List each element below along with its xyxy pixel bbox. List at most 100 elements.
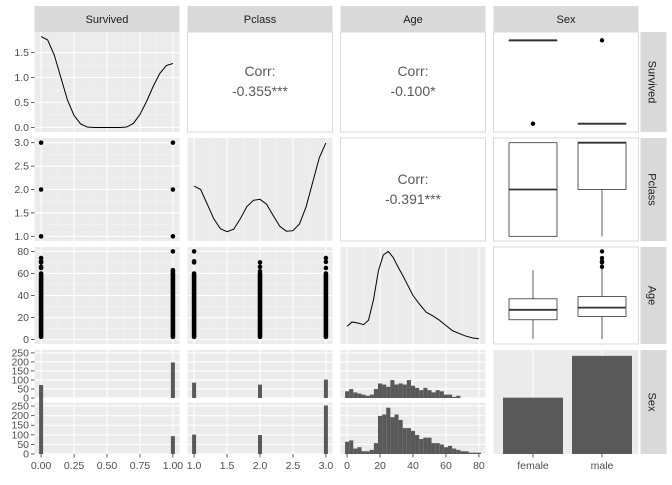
age-hist-male-bar <box>431 443 436 454</box>
x-survived-tick-label: 1.00 <box>163 460 184 472</box>
strip-row-label-pclass: Pclass <box>646 173 658 206</box>
age-hist-male-bar <box>476 452 481 454</box>
strip-label-sex: Sex <box>557 14 576 26</box>
scatter-age-survived-dense-column <box>38 271 44 340</box>
age-hist-female-bar <box>435 390 440 398</box>
scatter-point-age-survived <box>38 265 44 271</box>
age-hist-male-bar <box>439 444 444 454</box>
age-hist-male-bar <box>464 451 469 454</box>
age-hist-female-bar <box>427 390 432 398</box>
strip-sex <box>493 6 639 32</box>
bars-pclass-female-bar <box>323 379 328 398</box>
y-pclass-tick-label: 1.5 <box>14 207 29 219</box>
scatter-point-age-pclass <box>323 255 329 261</box>
scatter-age-survived-dense-column <box>170 271 176 340</box>
bars-pclass-male-bar <box>192 434 197 454</box>
y-age-tick-label: 20 <box>17 312 29 324</box>
age-hist-female-bar <box>419 390 424 398</box>
sex-count-bar-female <box>503 397 563 454</box>
age-hist-male-bar <box>369 449 374 454</box>
bars-survived-male-bar <box>39 384 44 454</box>
bars-pclass-female-bar <box>192 382 197 398</box>
boxplot-survived-male-outlier <box>599 38 605 43</box>
strip-row-age <box>640 247 667 344</box>
chart-marks <box>34 32 632 455</box>
y-age-tick-label: 60 <box>17 268 29 280</box>
y-sex-upper-tick-label: 250 <box>11 347 29 359</box>
age-hist-female-bar <box>415 387 420 398</box>
y-sex-lower-tick-label: 150 <box>11 420 29 432</box>
boxplot-age-male-outlier <box>599 255 605 261</box>
scatter-point-age-pclass <box>257 260 263 265</box>
corr-label-survived-age: Corr: <box>397 63 428 79</box>
scatter-point-age-pclass <box>323 259 329 265</box>
strip-age <box>340 6 486 32</box>
scatter-age-pclass-dense-column <box>257 271 263 340</box>
age-hist-female-bar <box>369 394 374 398</box>
age-hist-male-bar <box>357 447 362 454</box>
age-hist-male-bar <box>419 439 424 454</box>
age-hist-male-bar <box>448 445 453 454</box>
age-hist-female-bar <box>357 393 362 398</box>
age-hist-male-bar <box>353 448 358 454</box>
x-survived-tick-label: 0.00 <box>31 460 52 472</box>
age-hist-female-bar <box>394 384 399 398</box>
scatter-point-age-pclass <box>257 264 263 270</box>
correlation-labels: Corr: -0.355*** Corr: -0.100* Corr: -0.3… <box>232 63 442 207</box>
age-hist-female-bar <box>345 391 350 398</box>
x-age-tick-label: 40 <box>407 460 419 472</box>
x-pclass-tick-label: 1.5 <box>220 460 235 472</box>
age-hist-female-bar <box>349 389 354 398</box>
x-age-tick-label: 80 <box>473 460 485 472</box>
panel-corr-survived-pclass <box>187 31 333 133</box>
column-strips: Survived Pclass Age Sex <box>34 6 639 32</box>
age-hist-male-bar <box>349 440 354 454</box>
strip-pclass <box>187 6 333 32</box>
boxplot-pclass-male-box <box>577 142 627 190</box>
x-sex-tick-label: female <box>517 460 549 472</box>
x-age-tick-label: 60 <box>440 460 452 472</box>
x-survived-tick-label: 0.75 <box>130 460 151 472</box>
age-hist-female-bar <box>452 396 457 398</box>
age-hist-female-bar <box>443 394 449 398</box>
corr-value-pclass-age: -0.391*** <box>385 191 442 207</box>
panel-corr-pclass-age <box>340 137 486 242</box>
age-hist-male-bar <box>410 430 416 454</box>
y-sex-upper-tick-label: 200 <box>11 356 29 368</box>
age-hist-female-bar <box>410 385 416 398</box>
scatter-point-age-survived <box>38 260 44 265</box>
boxplot-survived-female-outlier <box>530 121 536 126</box>
scatter-point-age-pclass <box>191 260 197 265</box>
age-hist-male-bar <box>390 417 395 454</box>
y-survived-tick-label: 0.5 <box>14 97 29 109</box>
age-hist-female-bar <box>386 386 391 398</box>
scatter-point-age-survived <box>170 271 176 276</box>
age-hist-male-bar <box>472 452 477 454</box>
age-hist-female-bar <box>431 392 436 398</box>
scatter-age-pclass-dense-column <box>323 271 329 340</box>
age-hist-female-bar <box>456 395 461 398</box>
corr-value-survived-pclass: -0.355*** <box>232 83 289 99</box>
bars-survived-male-bar <box>170 436 175 454</box>
age-hist-male-bar <box>373 443 378 454</box>
strip-row-label-age: Age <box>646 286 658 306</box>
scatter-point-pclass-survived <box>170 140 176 145</box>
age-hist-male-bar <box>435 443 440 454</box>
age-hist-male-bar <box>452 448 457 454</box>
x-age-tick-label: 20 <box>374 460 386 472</box>
age-hist-male-bar <box>386 407 391 454</box>
y-sex-lower-tick-label: 50 <box>17 439 29 451</box>
y-pclass-tick-label: 2.0 <box>14 184 29 196</box>
panel-corr-survived-age <box>340 31 486 133</box>
age-hist-male-bar <box>402 428 407 454</box>
age-hist-female-bar <box>353 392 358 398</box>
scatter-point-age-pclass <box>191 249 197 254</box>
row-strips: Survived Pclass Age Sex <box>640 32 667 454</box>
scatter-point-pclass-survived <box>38 187 44 192</box>
age-hist-male-bar <box>415 434 420 454</box>
strip-survived <box>34 6 180 32</box>
boxplot-age-male-outlier <box>599 264 605 270</box>
pclass-density-curve <box>193 142 327 233</box>
bars-pclass-male-bar <box>323 405 328 454</box>
